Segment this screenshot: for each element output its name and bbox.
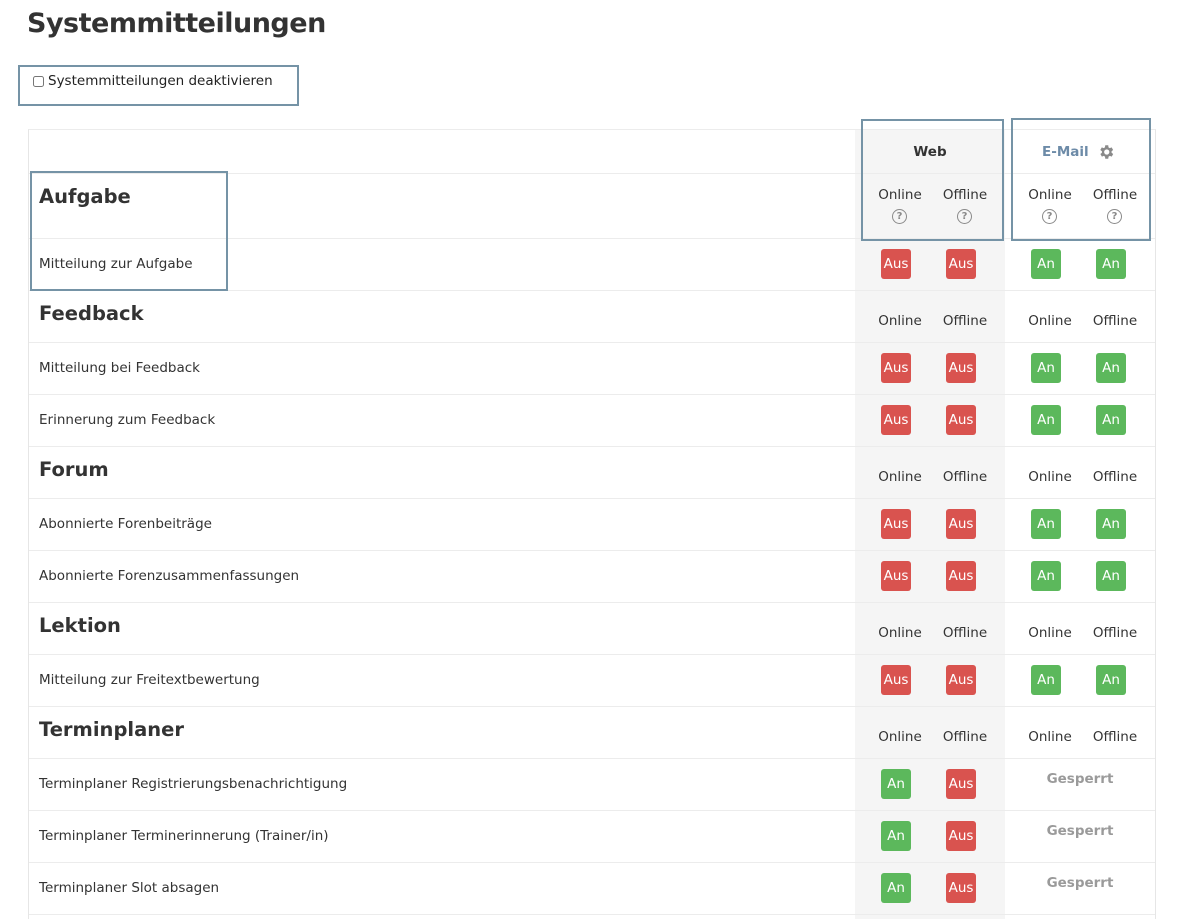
email-offline-toggle[interactable]: An (1096, 353, 1126, 383)
web-column-header: Web (913, 144, 947, 160)
notification-label: Mitteilung zur Aufgabe (39, 256, 193, 272)
email-offline-subheader: Offline (1092, 729, 1138, 745)
help-icon[interactable]: ? (957, 209, 972, 224)
section-title: Lektion (39, 614, 121, 637)
email-online-subheader: Online (1028, 469, 1072, 485)
gear-icon[interactable] (1097, 143, 1115, 161)
section-title: Terminplaner (39, 718, 184, 741)
email-online-toggle[interactable]: An (1031, 353, 1061, 383)
email-locked-status: Gesperrt (1046, 875, 1114, 891)
web-offline-toggle[interactable]: Aus (946, 405, 976, 435)
notification-label: Terminplaner Terminerinnerung (Trainer/i… (39, 828, 329, 844)
web-offline-toggle[interactable]: Aus (946, 821, 976, 851)
row-divider (29, 654, 1155, 655)
web-online-subheader: Online (878, 313, 922, 329)
email-online-toggle[interactable]: An (1031, 509, 1061, 539)
notification-label: Terminplaner Registrierungsbenachrichtig… (39, 776, 348, 792)
web-offline-toggle[interactable]: Aus (946, 561, 976, 591)
email-locked-status: Gesperrt (1046, 823, 1114, 839)
notification-label: Terminplaner Slot absagen (39, 880, 220, 896)
email-offline-subheader: Offline (1092, 625, 1138, 641)
web-online-subheader: Online (878, 187, 922, 203)
row-divider (29, 602, 1155, 603)
row-divider (29, 342, 1155, 343)
row-divider (29, 498, 1155, 499)
web-online-subheader: Online (878, 729, 922, 745)
web-online-toggle[interactable]: An (881, 769, 911, 799)
email-online-toggle[interactable]: An (1031, 405, 1061, 435)
web-online-subheader: Online (878, 625, 922, 641)
web-offline-subheader: Offline (942, 187, 988, 203)
row-divider (29, 290, 1155, 291)
web-online-toggle[interactable]: An (881, 821, 911, 851)
email-offline-subheader: Offline (1092, 187, 1138, 203)
section-title: Aufgabe (39, 185, 131, 208)
web-online-toggle[interactable]: Aus (881, 509, 911, 539)
section-title: Forum (39, 458, 109, 481)
row-divider (29, 173, 1155, 174)
web-offline-toggle[interactable]: Aus (946, 249, 976, 279)
disable-notifications-label: Systemmitteilungen deaktivieren (48, 73, 273, 89)
web-online-toggle[interactable]: Aus (881, 353, 911, 383)
help-icon[interactable]: ? (1107, 209, 1122, 224)
web-offline-toggle[interactable]: Aus (946, 769, 976, 799)
disable-notifications-checkbox[interactable] (33, 75, 44, 87)
help-icon[interactable]: ? (1042, 209, 1057, 224)
notification-label: Abonnierte Forenbeiträge (39, 516, 212, 532)
web-column-background (855, 130, 1005, 919)
email-locked-status: Gesperrt (1046, 771, 1114, 787)
web-offline-subheader: Offline (942, 625, 988, 641)
help-icon[interactable]: ? (892, 209, 907, 224)
row-divider (29, 446, 1155, 447)
email-offline-toggle[interactable]: An (1096, 561, 1126, 591)
email-offline-toggle[interactable]: An (1096, 405, 1126, 435)
email-column-header: E-Mail (1042, 143, 1115, 161)
notification-label: Erinnerung zum Feedback (39, 412, 216, 428)
row-divider (29, 914, 1155, 915)
row-divider (29, 758, 1155, 759)
notification-preferences-table: Web E-Mail Aufgabe Online? Offline? Online?… (28, 129, 1156, 919)
web-offline-subheader: Offline (942, 469, 988, 485)
notification-label: Mitteilung zur Freitextbewertung (39, 672, 260, 688)
web-online-toggle[interactable]: An (881, 873, 911, 903)
email-online-toggle[interactable]: An (1031, 249, 1061, 279)
row-divider (29, 810, 1155, 811)
web-online-toggle[interactable]: Aus (881, 665, 911, 695)
section-title: Feedback (39, 302, 144, 325)
email-column-label[interactable]: E-Mail (1042, 144, 1089, 160)
row-divider (29, 706, 1155, 707)
email-offline-toggle[interactable]: An (1096, 509, 1126, 539)
row-divider (29, 550, 1155, 551)
web-offline-toggle[interactable]: Aus (946, 353, 976, 383)
web-offline-subheader: Offline (942, 729, 988, 745)
row-divider (29, 238, 1155, 239)
email-offline-toggle[interactable]: An (1096, 665, 1126, 695)
notification-label: Abonnierte Forenzusammenfassungen (39, 568, 300, 584)
email-offline-subheader: Offline (1092, 469, 1138, 485)
email-online-toggle[interactable]: An (1031, 665, 1061, 695)
web-online-toggle[interactable]: Aus (881, 405, 911, 435)
page-title: Systemmitteilungen (27, 8, 326, 39)
email-online-subheader: Online (1028, 187, 1072, 203)
email-offline-toggle[interactable]: An (1096, 249, 1126, 279)
row-divider (29, 394, 1155, 395)
disable-notifications-toggle[interactable]: Systemmitteilungen deaktivieren (33, 73, 273, 89)
web-online-subheader: Online (878, 469, 922, 485)
web-offline-subheader: Offline (942, 313, 988, 329)
web-online-toggle[interactable]: Aus (881, 561, 911, 591)
email-online-subheader: Online (1028, 729, 1072, 745)
email-online-toggle[interactable]: An (1031, 561, 1061, 591)
email-online-subheader: Online (1028, 625, 1072, 641)
notification-label: Mitteilung bei Feedback (39, 360, 200, 376)
web-offline-toggle[interactable]: Aus (946, 873, 976, 903)
row-divider (29, 862, 1155, 863)
email-online-subheader: Online (1028, 313, 1072, 329)
email-offline-subheader: Offline (1092, 313, 1138, 329)
web-online-toggle[interactable]: Aus (881, 249, 911, 279)
web-offline-toggle[interactable]: Aus (946, 665, 976, 695)
web-offline-toggle[interactable]: Aus (946, 509, 976, 539)
